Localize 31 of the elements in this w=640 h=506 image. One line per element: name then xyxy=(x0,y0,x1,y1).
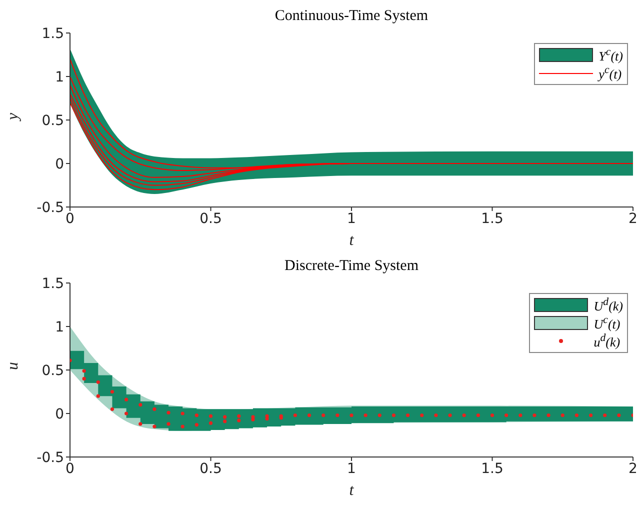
x-tick-label: 1.5 xyxy=(481,460,504,477)
x-axis-title: t xyxy=(349,482,354,499)
x-tick-label: 1 xyxy=(347,210,356,227)
y-tick-label: 1 xyxy=(55,69,64,86)
legend-label: Y$^{c}$(t) xyxy=(598,46,623,64)
x-tick-label: 0 xyxy=(66,210,74,227)
x-axis-title: t xyxy=(349,232,354,249)
y-tick-label: 0 xyxy=(55,156,64,172)
x-tick-label: 0.5 xyxy=(200,460,222,477)
x-tick-label: 1.5 xyxy=(481,210,504,227)
y-tick-label: 1 xyxy=(55,319,64,336)
chart-title: Discrete-Time System xyxy=(283,258,420,275)
x-tick-label: 0.5 xyxy=(200,210,222,227)
legend-label: U$^{c}$(t) xyxy=(594,314,620,332)
y-tick-label: 1.5 xyxy=(42,26,64,42)
x-tick-label: 0 xyxy=(66,460,74,477)
y-tick-label: 0 xyxy=(55,406,64,422)
x-tick-label: 2 xyxy=(628,210,638,227)
y-tick-label: -0.5 xyxy=(36,450,64,466)
y-axis-title: y xyxy=(4,112,22,122)
legend-label: U$^{d}$(k) xyxy=(594,296,623,314)
x-tick-label: 1 xyxy=(347,460,356,477)
legend-label: u$^{d}$(k) xyxy=(594,332,620,350)
y-tick-label: -0.5 xyxy=(36,200,64,216)
y-axis-title: u xyxy=(4,362,22,370)
chart-title: Continuous-Time System xyxy=(274,8,430,25)
y-tick-label: 0.5 xyxy=(42,112,64,129)
y-tick-label: 1.5 xyxy=(42,276,64,292)
legend-label: y$^{c}$(t) xyxy=(598,64,622,82)
y-tick-label: 0.5 xyxy=(42,362,64,379)
x-tick-label: 2 xyxy=(628,460,638,477)
